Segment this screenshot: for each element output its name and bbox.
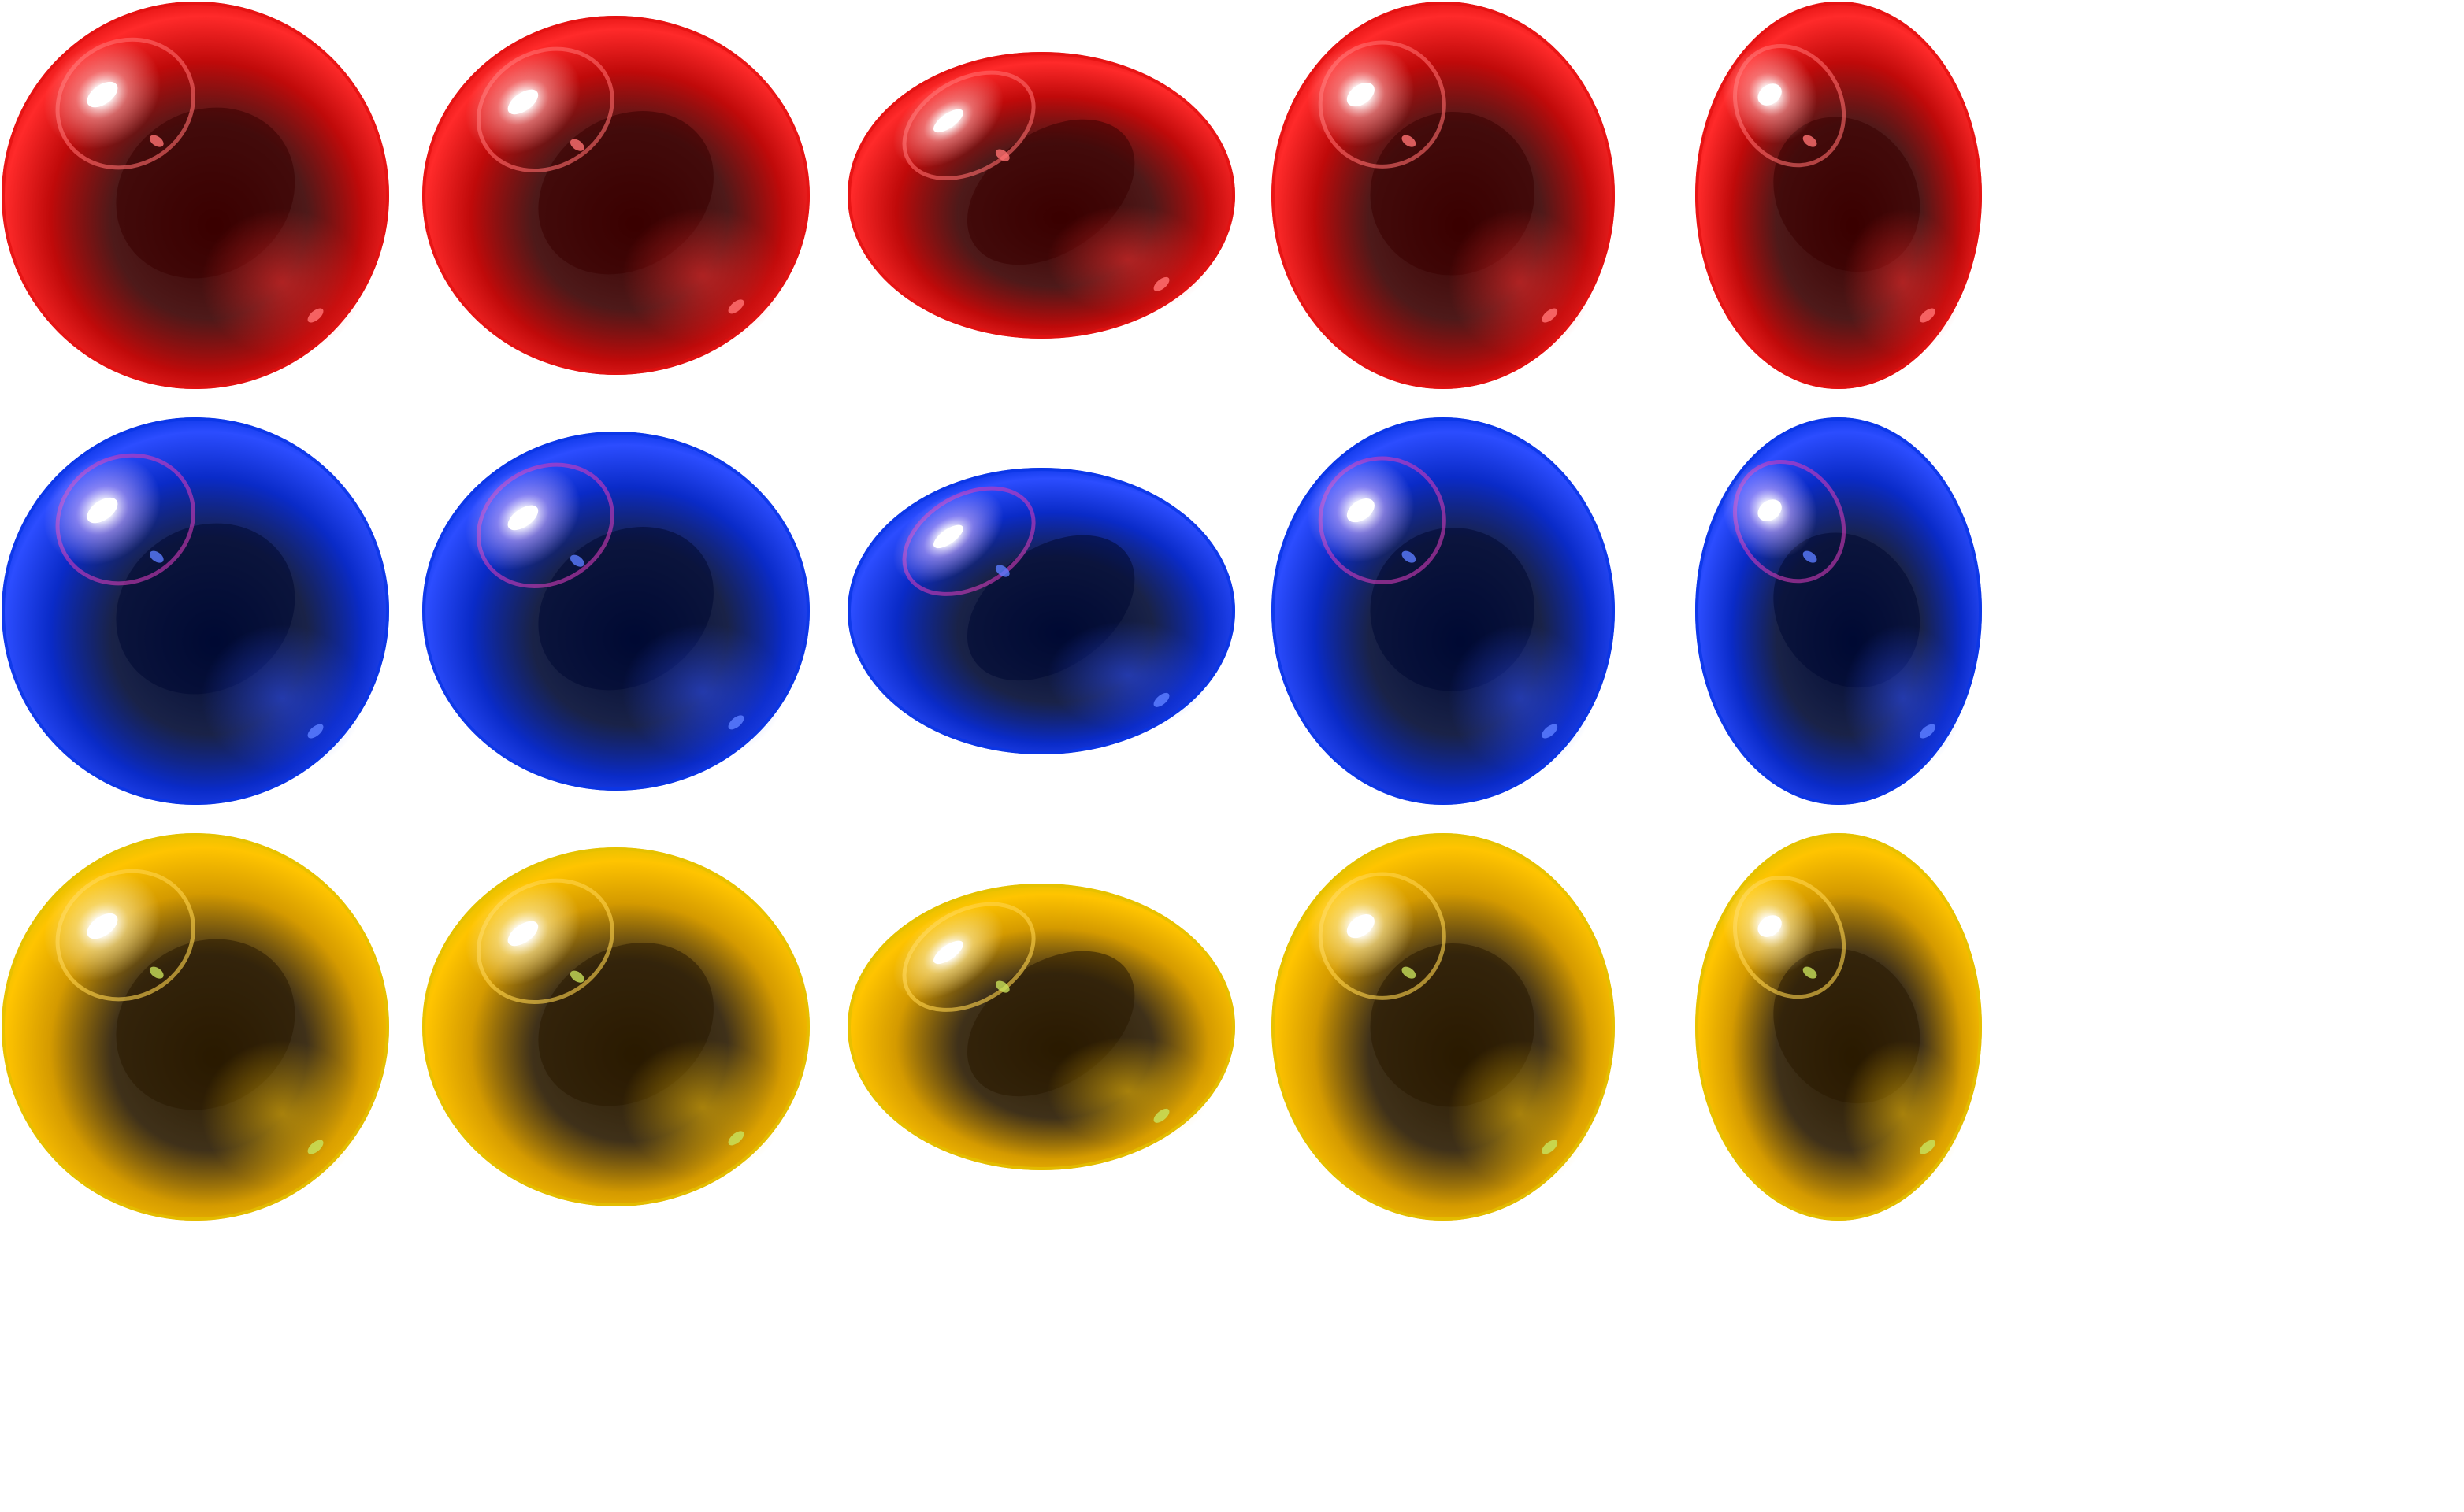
sphere-speck [570, 554, 584, 567]
sphere-reflection [622, 1039, 785, 1177]
sphere-rim [422, 432, 810, 791]
sphere-reflection [622, 623, 785, 761]
sphere-reflection [1842, 1040, 1964, 1188]
sphere-yellow-round [2, 833, 389, 1221]
sphere-blue-narrow [1695, 417, 1982, 805]
sphere-speck [1802, 135, 1817, 147]
sphere-red-narrow [1695, 2, 1982, 389]
sphere-blue-tall [1271, 417, 1615, 805]
sphere-speck [149, 550, 164, 563]
sphere-blue-flat [848, 468, 1235, 754]
sphere-glint [307, 308, 324, 323]
sphere-glint [307, 1140, 324, 1154]
sphere-reflection [201, 1040, 365, 1188]
sphere-speck [1802, 550, 1817, 563]
sphere-reflection [201, 209, 365, 357]
sphere-rim [848, 468, 1235, 754]
sphere-rim [422, 16, 810, 375]
sphere-reflection [201, 624, 365, 773]
sphere-speck [149, 966, 164, 979]
sphere-glint [1919, 724, 1935, 739]
sphere-reflection [1842, 209, 1964, 357]
sphere-reflection [1047, 1036, 1211, 1147]
sphere-specular [1757, 83, 1782, 106]
sphere-speck [995, 565, 1010, 577]
sphere-rim [848, 52, 1235, 339]
sphere-reflection [1842, 624, 1964, 773]
sphere-speck [570, 970, 584, 983]
sphere-specular [1346, 82, 1375, 107]
sphere-speck [1802, 966, 1817, 979]
sphere-glint [1542, 1140, 1558, 1154]
sphere-rim [1695, 417, 1982, 805]
sphere-reflection [1047, 205, 1211, 315]
sphere-specular [1757, 499, 1782, 521]
sphere-glint [728, 715, 744, 730]
sphere-rim [2, 833, 389, 1221]
sphere-specular [933, 524, 963, 549]
sphere-red-wide [422, 16, 810, 375]
sphere-grid [2, 2, 1982, 1221]
sphere-speck [570, 139, 584, 151]
sphere-reflection [622, 207, 785, 345]
sphere-specular [87, 913, 118, 939]
sphere-glint [1153, 276, 1170, 291]
sphere-rim [1271, 2, 1615, 389]
sphere-blue-wide [422, 432, 810, 791]
sphere-glint [1153, 1108, 1170, 1123]
sphere-speck [995, 980, 1010, 993]
sphere-yellow-wide [422, 847, 810, 1206]
sphere-rim [422, 847, 810, 1206]
sphere-reflection [1047, 621, 1211, 731]
sphere-reflection [1448, 624, 1593, 773]
sphere-glint [1542, 724, 1558, 739]
sphere-glint [1919, 1140, 1935, 1154]
sphere-rim [1271, 833, 1615, 1221]
sphere-specular [1346, 914, 1375, 939]
sphere-specular [507, 505, 539, 531]
sphere-specular [933, 940, 963, 965]
sphere-reflection [1448, 209, 1593, 357]
sphere-glint [307, 724, 324, 739]
sphere-rim [1695, 2, 1982, 389]
sphere-rim [2, 2, 389, 389]
sphere-specular [933, 109, 963, 133]
sphere-specular [1757, 915, 1782, 937]
sphere-specular [507, 921, 539, 947]
sphere-specular [87, 497, 118, 524]
sphere-glint [1542, 308, 1558, 323]
sphere-rim [2, 417, 389, 805]
sphere-speck [1401, 966, 1416, 979]
sphere-speck [1401, 550, 1416, 563]
sphere-speck [149, 135, 164, 147]
sphere-yellow-narrow [1695, 833, 1982, 1221]
sphere-specular [1346, 498, 1375, 523]
sphere-red-round [2, 2, 389, 389]
sphere-specular [507, 89, 539, 115]
sphere-yellow-flat [848, 884, 1235, 1170]
sphere-glint [728, 1131, 744, 1146]
sphere-rim [1271, 417, 1615, 805]
sphere-glint [1919, 308, 1935, 323]
sphere-rim [1695, 833, 1982, 1221]
sphere-reflection [1448, 1040, 1593, 1188]
sphere-glint [728, 299, 744, 314]
sphere-specular [87, 81, 118, 108]
sphere-rim [848, 884, 1235, 1170]
sphere-red-flat [848, 52, 1235, 339]
sphere-speck [995, 149, 1010, 161]
sphere-speck [1401, 135, 1416, 147]
sphere-red-tall [1271, 2, 1615, 389]
sphere-yellow-tall [1271, 833, 1615, 1221]
sphere-blue-round [2, 417, 389, 805]
sphere-glint [1153, 692, 1170, 707]
